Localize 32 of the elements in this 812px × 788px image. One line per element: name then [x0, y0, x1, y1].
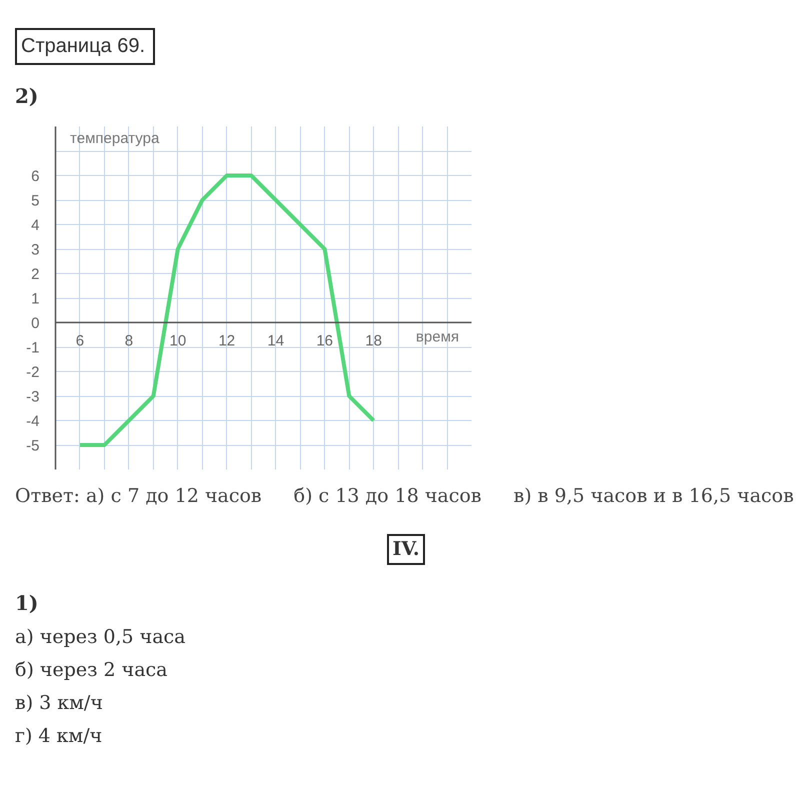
y-tick-label: 1 [31, 290, 40, 308]
y-tick-label: 4 [31, 217, 40, 234]
chart-title: Страница 69. [15, 28, 156, 65]
y-tick-label: -2 [26, 364, 40, 381]
text: а) через 0,5 часа [15, 624, 186, 650]
y-tick-label: 0 [31, 315, 40, 332]
text: б) через 2 часа [15, 658, 168, 683]
text: в) 3 км/ч [15, 691, 103, 716]
text: б) с 13 до 18 часов [294, 485, 482, 507]
x-tick-label: 8 [124, 332, 134, 350]
x-tick-label: 18 [365, 332, 382, 350]
text: IV. [386, 534, 426, 566]
y-tick-label: -3 [26, 388, 40, 406]
text: г) 4 км/ч [15, 724, 102, 750]
y-tick-label: 6 [31, 168, 40, 185]
x-tick-label: 12 [218, 332, 236, 350]
y-tick-label: 3 [31, 242, 40, 258]
y-tick-label: -5 [26, 438, 40, 454]
x-axis-title: время [416, 328, 460, 346]
y-axis-title: температура [70, 130, 160, 147]
text: 1) [15, 590, 38, 618]
x-tick-label: 10 [170, 332, 186, 350]
chart-subtitle: 2) [15, 83, 38, 110]
y-tick-label: 2 [31, 266, 40, 283]
x-tick-label: 14 [267, 332, 284, 350]
text: в) в 9,5 часов и в 16,5 часов [514, 485, 794, 507]
x-tick-label: 16 [316, 332, 334, 350]
x-tick-label: 6 [76, 332, 84, 350]
y-tick-label: -4 [26, 413, 40, 430]
y-tick-label: 5 [31, 192, 40, 210]
text: Ответ: а) с 7 до 12 часов [15, 485, 262, 507]
y-tick-label: -1 [26, 340, 40, 356]
